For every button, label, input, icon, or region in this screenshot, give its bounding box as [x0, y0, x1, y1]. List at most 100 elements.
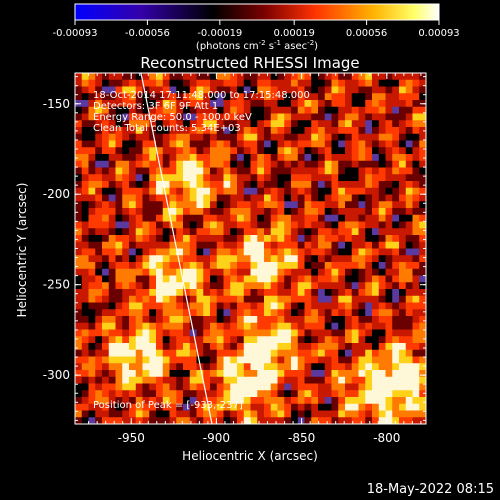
- image-pixel: [264, 309, 272, 317]
- image-pixel: [324, 295, 332, 303]
- image-pixel: [297, 268, 305, 276]
- image-pixel: [358, 93, 366, 101]
- image-pixel: [88, 363, 96, 371]
- image-pixel: [331, 268, 339, 276]
- image-pixel: [162, 370, 170, 378]
- image-pixel: [419, 316, 426, 324]
- image-pixel: [345, 127, 353, 135]
- image-pixel: [115, 383, 123, 391]
- image-pixel: [75, 201, 83, 209]
- image-pixel: [95, 376, 103, 384]
- image-pixel: [176, 268, 184, 276]
- image-pixel: [169, 241, 177, 249]
- image-pixel: [129, 241, 137, 249]
- image-pixel: [95, 316, 103, 324]
- image-pixel: [75, 383, 83, 391]
- image-pixel: [318, 73, 326, 81]
- image-pixel: [142, 316, 150, 324]
- image-pixel: [264, 181, 272, 189]
- image-pixel: [75, 262, 83, 270]
- image-pixel: [115, 289, 123, 297]
- image-pixel: [318, 106, 326, 114]
- image-pixel: [176, 120, 184, 128]
- image-pixel: [257, 282, 265, 290]
- image-pixel: [149, 275, 157, 283]
- image-pixel: [324, 268, 332, 276]
- image-pixel: [243, 376, 251, 384]
- image-pixel: [412, 248, 420, 256]
- colorbar-tick-label: 0.00056: [346, 28, 387, 39]
- image-pixel: [250, 390, 258, 398]
- image-pixel: [270, 410, 278, 418]
- image-pixel: [189, 343, 197, 351]
- image-pixel: [291, 410, 299, 418]
- image-pixel: [324, 187, 332, 195]
- image-pixel: [318, 235, 326, 243]
- image-pixel: [189, 322, 197, 330]
- image-pixel: [345, 167, 353, 175]
- image-pixel: [230, 100, 238, 108]
- image-pixel: [169, 187, 177, 195]
- image-pixel: [183, 160, 191, 168]
- image-pixel: [162, 295, 170, 303]
- image-pixel: [311, 336, 319, 344]
- image-pixel: [142, 255, 150, 263]
- image-pixel: [318, 79, 326, 87]
- image-pixel: [399, 316, 407, 324]
- image-pixel: [129, 349, 137, 357]
- image-pixel: [203, 343, 211, 351]
- image-pixel: [378, 403, 386, 411]
- image-pixel: [345, 133, 353, 141]
- image-pixel: [372, 147, 380, 155]
- image-pixel: [237, 376, 245, 384]
- image-pixel: [392, 201, 400, 209]
- image-pixel: [203, 262, 211, 270]
- image-pixel: [216, 154, 224, 162]
- image-pixel: [169, 302, 177, 310]
- image-pixel: [270, 268, 278, 276]
- image-pixel: [291, 133, 299, 141]
- image-pixel: [358, 390, 366, 398]
- image-pixel: [345, 241, 353, 249]
- image-pixel: [108, 187, 116, 195]
- image-pixel: [230, 343, 238, 351]
- image-pixel: [365, 160, 373, 168]
- image-pixel: [264, 390, 272, 398]
- image-pixel: [372, 262, 380, 270]
- image-pixel: [156, 282, 164, 290]
- colorbar-tick-label: 0.00019: [274, 28, 315, 39]
- image-pixel: [250, 322, 258, 330]
- image-pixel: [169, 100, 177, 108]
- image-pixel: [297, 100, 305, 108]
- image-pixel: [108, 262, 116, 270]
- image-pixel: [196, 343, 204, 351]
- image-pixel: [162, 403, 170, 411]
- image-pixel: [183, 174, 191, 182]
- image-pixel: [102, 208, 110, 216]
- image-pixel: [338, 241, 346, 249]
- image-pixel: [378, 194, 386, 202]
- image-pixel: [277, 383, 285, 391]
- image-pixel: [284, 154, 292, 162]
- image-pixel: [176, 214, 184, 222]
- image-pixel: [345, 79, 353, 87]
- image-pixel: [162, 79, 170, 87]
- image-pixel: [149, 187, 157, 195]
- image-pixel: [412, 106, 420, 114]
- image-pixel: [203, 241, 211, 249]
- image-pixel: [264, 194, 272, 202]
- image-pixel: [88, 376, 96, 384]
- image-pixel: [196, 397, 204, 405]
- image-pixel: [135, 174, 143, 182]
- image-pixel: [372, 133, 380, 141]
- image-pixel: [331, 343, 339, 351]
- image-pixel: [392, 343, 400, 351]
- image-pixel: [351, 127, 359, 135]
- image-pixel: [385, 329, 393, 337]
- image-pixel: [115, 73, 123, 81]
- image-pixel: [183, 208, 191, 216]
- image-pixel: [378, 120, 386, 128]
- image-pixel: [189, 93, 197, 101]
- image-pixel: [81, 86, 89, 94]
- image-pixel: [284, 403, 292, 411]
